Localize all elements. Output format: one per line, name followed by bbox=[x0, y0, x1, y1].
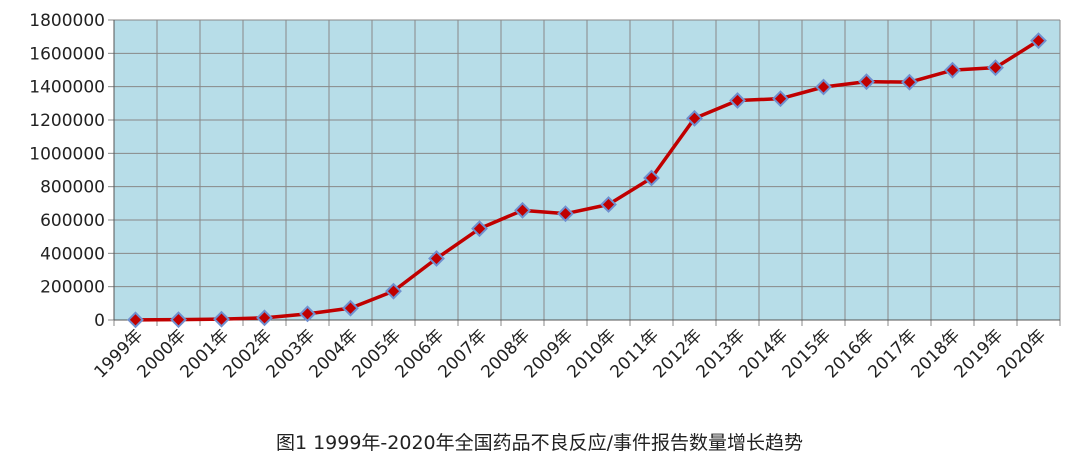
y-tick-label: 200000 bbox=[40, 278, 105, 298]
data-point bbox=[170, 311, 187, 329]
data-point bbox=[987, 59, 1004, 77]
data-point bbox=[686, 109, 703, 127]
data-point bbox=[944, 61, 961, 79]
y-tick-label: 1800000 bbox=[29, 11, 105, 31]
data-point bbox=[901, 73, 918, 91]
data-point bbox=[213, 310, 230, 328]
data-point bbox=[772, 90, 789, 108]
data-point bbox=[385, 282, 402, 300]
data-point bbox=[600, 196, 617, 213]
data-point bbox=[127, 311, 144, 329]
y-tick-label: 1600000 bbox=[29, 44, 105, 64]
y-tick-label: 0 bbox=[94, 311, 105, 331]
data-point bbox=[643, 169, 660, 187]
y-tick-label: 600000 bbox=[40, 211, 105, 231]
x-tick-label: 2020年 bbox=[993, 326, 1050, 383]
data-point bbox=[1030, 32, 1047, 50]
data-point bbox=[428, 250, 445, 267]
data-point bbox=[514, 201, 531, 219]
y-tick-label: 800000 bbox=[40, 178, 105, 198]
series-line bbox=[133, 38, 1041, 322]
data-point bbox=[557, 205, 574, 223]
data-point bbox=[729, 92, 746, 109]
data-point bbox=[471, 220, 488, 238]
data-point bbox=[815, 78, 832, 96]
y-tick-label: 1000000 bbox=[29, 144, 105, 164]
figure-caption: 图1 1999年-2020年全国药品不良反应/事件报告数量增长趋势 bbox=[275, 432, 804, 454]
data-point bbox=[342, 299, 359, 317]
data-point bbox=[858, 73, 875, 91]
y-tick-label: 1200000 bbox=[29, 111, 105, 131]
data-point bbox=[256, 309, 273, 327]
y-tick-label: 1400000 bbox=[29, 78, 105, 98]
data-point bbox=[299, 305, 316, 323]
y-tick-label: 400000 bbox=[40, 244, 105, 264]
line-chart: 0 200000 400000 600000 800000 1000000 1200000 1… bbox=[29, 11, 1061, 383]
